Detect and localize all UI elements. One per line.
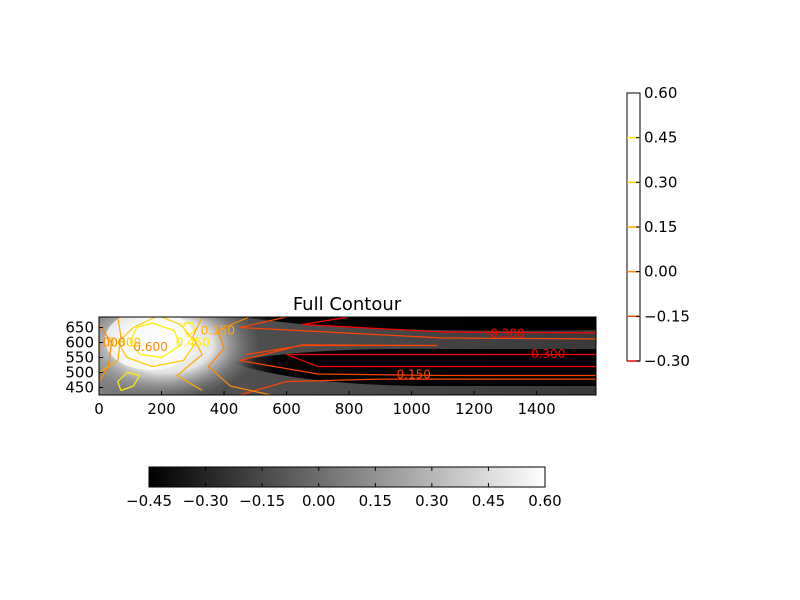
x-tick-label: 400 [210,400,239,418]
filled-colorbar: −0.45 −0.30 −0.15 0.00 0.15 0.30 0.45 0.60 [126,466,562,510]
colorbar-tick-label: 0.60 [644,84,677,102]
y-tick-label: 450 [65,379,94,397]
colorbar-tick-label: −0.15 [644,307,690,325]
colorbar-tick-label: 0.15 [644,218,677,236]
x-axis: 0 200 400 600 800 1000 1200 1400 [94,391,556,418]
contour-line [129,322,181,359]
colorbar-tick-label: 0.15 [359,492,392,510]
x-tick-label: 1200 [455,400,493,418]
contour-line [285,353,596,368]
y-tick-label: 600 [65,334,94,352]
contour-line [239,317,596,340]
x-tick-label: 600 [272,400,301,418]
contour-line [207,317,272,395]
x-tick-label: 1000 [392,400,430,418]
contour-label: -0.300 [527,347,566,361]
colorbar-tick-label: 0.00 [302,492,335,510]
contour-label: 0.150 [201,324,235,338]
contour-label: 0.000 [91,336,125,350]
x-tick-label: 1400 [518,400,556,418]
contour-line [99,317,122,374]
line-colorbar: 0.60 0.45 0.30 0.15 0.00 −0.15 −0.30 [626,84,690,370]
contour-labels: -0.300-0.300 -0.150 0.600 0.450 0.300 0.150 0.… [91,324,566,382]
colorbar-tick-label: −0.15 [239,492,285,510]
contour-line [117,371,141,392]
x-tick-label: 800 [335,400,364,418]
y-tick-label: 550 [65,349,94,367]
contour-line [301,317,596,334]
colorbar-tick-label: 0.30 [644,173,677,191]
y-tick-label: 650 [65,319,94,337]
contour-label: 0.450 [176,336,210,350]
colorbar-tick-label: 0.30 [415,492,448,510]
colorbar-tick-label: −0.45 [126,492,172,510]
contour-line [99,324,113,382]
contour-label: -0.150 [392,368,431,382]
contour-line [182,322,195,338]
contour-line [239,344,596,377]
colorbar-tick-label: −0.30 [644,352,690,370]
y-tick-label: 500 [65,364,94,382]
colorbar-tick-label: 0.00 [644,263,677,281]
colorbar-tick-label: 0.45 [472,492,505,510]
contour-line [239,378,596,395]
contour-line [176,317,203,392]
colorbar-tick-label: 0.60 [528,492,561,510]
contour-label: -0.300 [486,327,525,341]
plot-frame [98,316,597,396]
colorbar-tick-label: −0.30 [183,492,229,510]
x-tick-label: 200 [147,400,176,418]
contour-lines [99,317,596,395]
contour-label: 0.300 [107,336,141,350]
colorbar-tick-label: 0.45 [644,129,677,147]
x-tick-label: 0 [94,400,104,418]
contour-label: 0.600 [133,340,167,354]
chart-title: Full Contour [293,294,402,315]
